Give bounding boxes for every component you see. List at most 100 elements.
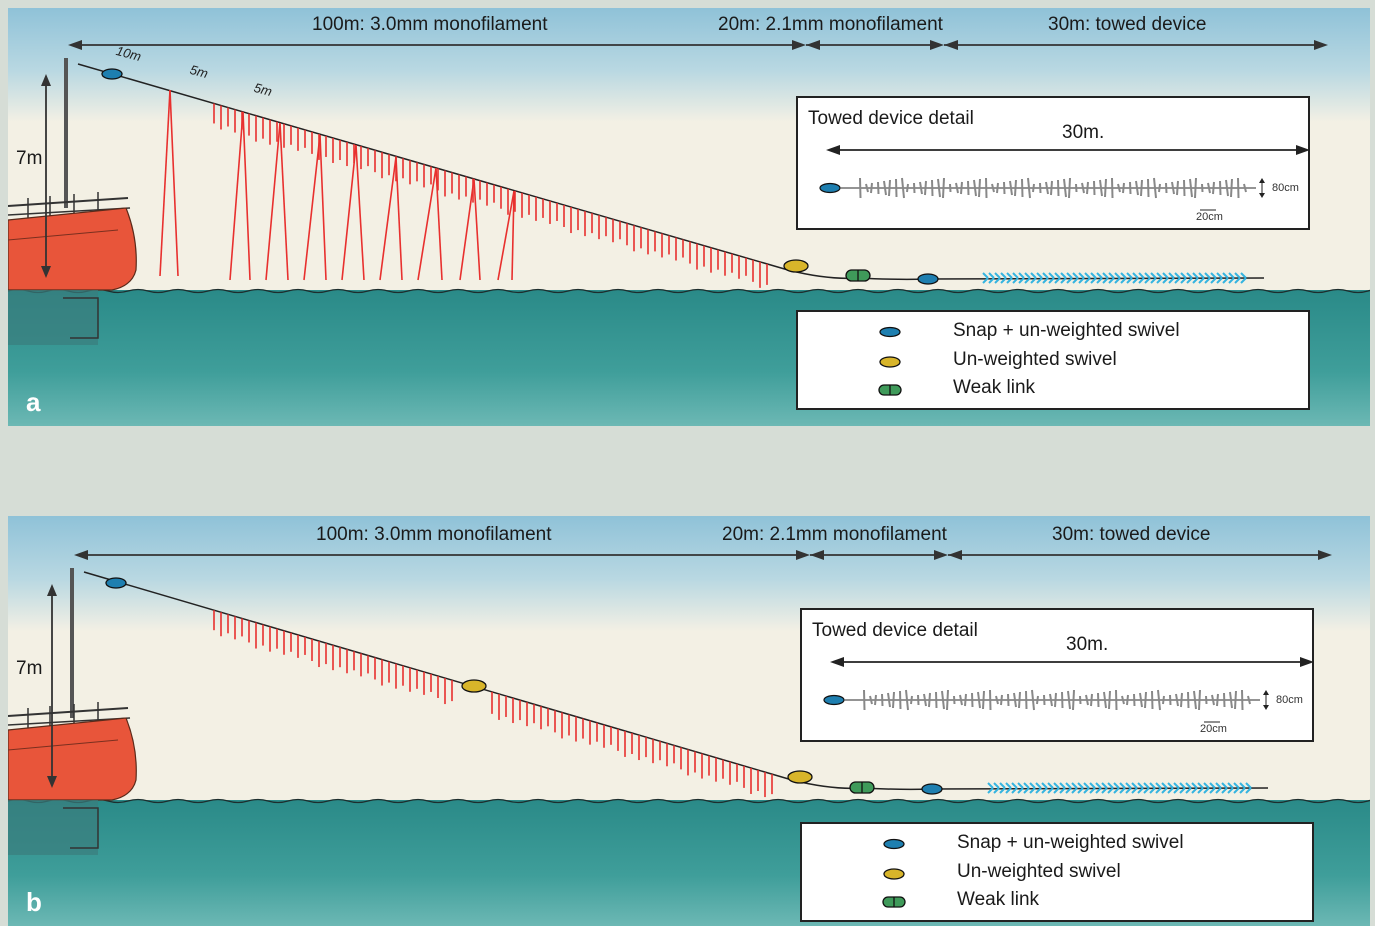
streamer-stroke <box>1192 277 1199 284</box>
weak-link-icon <box>882 896 906 908</box>
detail-length-label: 30m. <box>1062 122 1105 143</box>
streamer-stroke <box>892 691 895 709</box>
legend-label: Weak link <box>953 377 1036 398</box>
streamer-stroke <box>874 694 877 706</box>
streamer-stroke <box>1005 782 1012 789</box>
streamer-stroke <box>1126 272 1133 279</box>
streamer-stroke <box>1162 272 1169 279</box>
streamer-stroke <box>1071 787 1078 794</box>
legend-label: Snap + un-weighted swivel <box>957 832 1184 853</box>
blue-swivel-icon <box>879 326 901 338</box>
streamer-stroke <box>1084 277 1091 284</box>
blue-swivel-icon <box>105 577 127 589</box>
streamer-stroke <box>1162 277 1169 284</box>
streamer-stroke <box>901 177 905 199</box>
streamer-stroke <box>1000 272 1007 279</box>
streamer-stroke <box>1030 272 1037 279</box>
streamer-stroke <box>1204 277 1211 284</box>
streamer-stroke <box>1161 787 1168 794</box>
streamer-stroke <box>1168 272 1175 279</box>
streamer-stroke <box>1011 782 1018 789</box>
streamer-stroke <box>1121 695 1125 705</box>
panel-a: 100m: 3.0mm monofilament 20m: 2.1mm mono… <box>8 8 1370 426</box>
streamer-stroke <box>1006 272 1013 279</box>
streamer-stroke <box>1216 272 1223 279</box>
streamer-stroke <box>1084 272 1091 279</box>
streamer-stroke <box>982 277 989 284</box>
streamer-stroke <box>1119 787 1126 794</box>
streamer-stroke <box>1247 695 1251 705</box>
streamer-stroke <box>995 695 999 705</box>
streamer-stroke <box>949 183 952 193</box>
streamer-stroke <box>1180 272 1187 279</box>
boat <box>8 568 137 855</box>
detail-title: Towed device detail <box>812 620 978 641</box>
streamer-stroke <box>1183 179 1186 197</box>
streamer-stroke <box>1050 180 1053 196</box>
streamer-stroke <box>1179 782 1186 789</box>
streamer-stroke <box>1063 178 1067 198</box>
streamer-stroke <box>1024 277 1031 284</box>
streamer-stroke <box>1229 691 1233 709</box>
streamer-stroke <box>1030 277 1037 284</box>
streamer-stroke <box>1192 272 1199 279</box>
streamer-stroke <box>1198 277 1205 284</box>
streamer-stroke <box>1138 272 1145 279</box>
streamer-stroke <box>1108 272 1115 279</box>
streamer-stroke <box>1225 179 1229 197</box>
legend-label: Weak link <box>957 889 1040 910</box>
streamer-stroke <box>1059 782 1066 789</box>
towed-device-detail: Towed device detail 30m. 80cm 20cm <box>800 608 1314 742</box>
streamer-stroke <box>1167 787 1174 794</box>
streamer-stroke <box>1047 787 1054 794</box>
streamer-stroke <box>883 180 887 196</box>
streamer-stroke <box>1161 782 1168 789</box>
streamer-stroke <box>1191 787 1198 794</box>
streamer-stroke <box>1066 272 1073 279</box>
legend: Snap + un-weighted swivel Un-weighted sw… <box>796 310 1310 410</box>
streamer-stroke <box>1054 277 1061 284</box>
streamer-stroke <box>1025 690 1028 710</box>
streamer-stroke <box>1067 690 1071 710</box>
streamer-stroke <box>1113 782 1120 789</box>
streamer-stroke <box>906 183 909 193</box>
streamer-stroke <box>923 693 927 707</box>
streamer-stroke <box>1005 787 1012 794</box>
streamer-stroke <box>1150 277 1157 284</box>
streamer-stroke <box>1018 277 1025 284</box>
streamer-stroke <box>1077 787 1084 794</box>
streamer-stroke <box>1042 272 1049 279</box>
streamer-stroke <box>1113 787 1120 794</box>
blue-swivel-icon <box>883 838 905 850</box>
streamer-stroke <box>1186 272 1193 279</box>
towed-device <box>982 272 1247 284</box>
streamer-stroke <box>988 272 995 279</box>
streamer-stroke <box>1024 272 1031 279</box>
streamer-stroke <box>1137 787 1144 794</box>
streamer-stroke <box>1243 183 1247 193</box>
streamer-stroke <box>971 692 974 708</box>
streamer-stroke <box>1072 277 1079 284</box>
streamer-stroke <box>1083 787 1090 794</box>
streamer-stroke <box>1144 277 1151 284</box>
streamer-stroke <box>1150 272 1157 279</box>
streamer-stroke <box>1240 272 1247 279</box>
streamer-stroke <box>1186 277 1193 284</box>
streamer-stroke <box>999 782 1006 789</box>
streamer-stroke <box>1102 272 1109 279</box>
weak-link-icon <box>878 384 902 396</box>
streamer-stroke <box>1049 693 1053 707</box>
streamer-stroke <box>994 272 1001 279</box>
streamer-stroke <box>1138 277 1145 284</box>
streamer-stroke <box>1156 277 1163 284</box>
long-streamers <box>159 89 515 281</box>
streamer-stroke <box>1061 691 1064 709</box>
streamer-stroke <box>1174 277 1181 284</box>
streamer-stroke <box>1173 782 1180 789</box>
weak-link-icon <box>845 269 871 282</box>
streamer-stroke <box>1239 782 1246 789</box>
streamer-stroke <box>1228 272 1235 279</box>
streamer-stroke <box>1089 782 1096 789</box>
streamer-stroke <box>1108 277 1115 284</box>
streamer-stroke <box>1031 689 1035 711</box>
